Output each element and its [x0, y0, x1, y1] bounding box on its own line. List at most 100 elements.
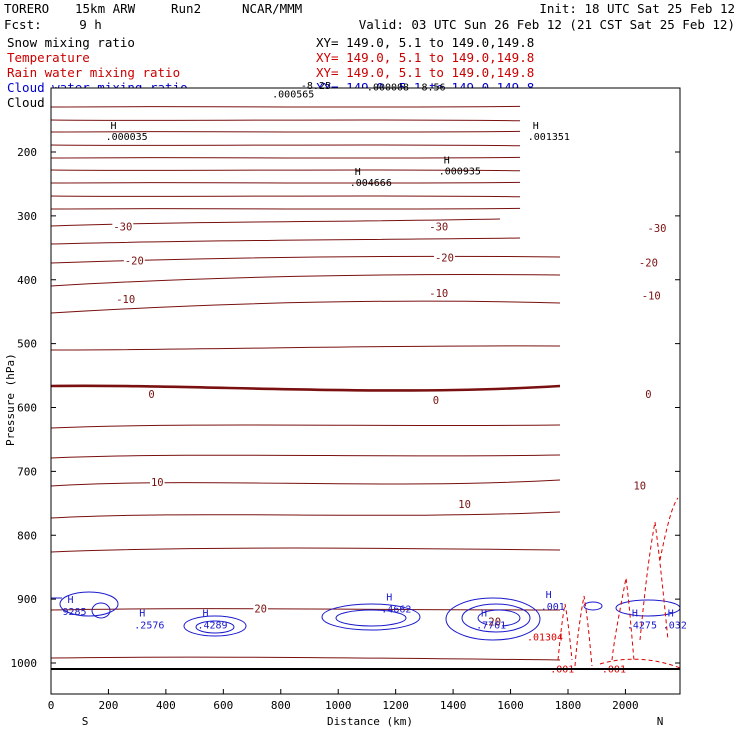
- isotherm-line: [50, 105, 521, 108]
- isotherm-label-mask: [112, 221, 134, 233]
- isotherm-label: -30: [429, 222, 448, 234]
- upper-max-label: .004666: [350, 178, 392, 189]
- valid-time-label: Valid: 03 UTC Sun 26 Feb 12 (21 CST Sat …: [359, 17, 735, 32]
- isotherm-label-mask: [115, 293, 137, 305]
- x-tick-label: 400: [156, 699, 176, 712]
- forecast-hour-label: Fcst: 9 h: [4, 17, 102, 32]
- isotherm-label-mask: [637, 257, 659, 269]
- isotherm-label-mask: [640, 290, 662, 302]
- cloud-water-contours: [51, 591, 681, 641]
- isotherm-label-mask: [646, 223, 668, 235]
- isotherm-line: [50, 511, 561, 519]
- isotherm-label: 0: [433, 395, 439, 407]
- isotherm-label-mask: [149, 477, 165, 489]
- isotherm-label: -20: [435, 252, 454, 264]
- legend-name: Snow mixing ratio: [7, 35, 135, 50]
- south-endpoint-label: S: [82, 715, 89, 728]
- x-axis-label: Distance (km): [327, 715, 413, 728]
- rain-water-contour: [574, 595, 593, 667]
- isotherm-label: 0: [148, 389, 154, 401]
- x-tick-label: 1600: [497, 699, 524, 712]
- upper-max-marker: H: [111, 121, 117, 132]
- cloud-water-contour: [91, 602, 111, 619]
- x-tick-label: 1200: [382, 699, 409, 712]
- rain-water-contour: [639, 521, 669, 641]
- isotherm-line: [50, 479, 561, 487]
- rain-water-contour: [557, 603, 573, 661]
- isotherm-label: -10: [116, 294, 135, 306]
- x-tick-label: 0: [48, 699, 55, 712]
- isotherm-label: 20: [254, 604, 267, 616]
- cloud-water-max-label: .032: [663, 620, 687, 631]
- isotherm-label-mask: [644, 389, 653, 401]
- init-label: Init: 18 UTC Sat 25 Feb 12: [539, 1, 735, 16]
- isotherm-line: [50, 345, 561, 351]
- x-tick-label: 200: [99, 699, 119, 712]
- rain-water-contour: [599, 658, 681, 669]
- isotherm-label: 0: [645, 389, 651, 401]
- isotherm-line: [50, 195, 521, 198]
- isotherm-label-mask: [434, 252, 455, 264]
- cloud-water-max-label: .7761: [476, 620, 506, 631]
- y-tick-label: 400: [17, 274, 37, 287]
- y-axis-label: Pressure (hPa): [4, 353, 17, 446]
- upper-max-label: .000035: [106, 132, 148, 143]
- isotherm-label: -20: [639, 258, 658, 270]
- y-tick-label: 700: [17, 465, 37, 478]
- cloud-max-marker: H: [546, 590, 552, 601]
- resolution-label: 15km ARW: [75, 1, 136, 16]
- x-tick-label: 1000: [325, 699, 352, 712]
- cloud-water-contour: [195, 620, 235, 634]
- x-tick-label: 1800: [555, 699, 582, 712]
- upper-max-marker: H: [533, 121, 539, 132]
- isotherm-line: [50, 181, 521, 184]
- x-tick-label: 1400: [440, 699, 467, 712]
- y-tick-label: 300: [17, 210, 37, 223]
- y-tick-label: 600: [17, 402, 37, 415]
- isotherm-label-mask: [253, 603, 268, 615]
- y-tick-label: 200: [17, 146, 37, 159]
- center-label: NCAR/MMM: [242, 1, 302, 16]
- figure-header: TORERO 15km ARW Run2 NCAR/MMM Init: 18 U…: [4, 1, 735, 32]
- legend-name: Rain water mixing ratio: [7, 65, 180, 80]
- isotherm-line: [50, 255, 561, 264]
- cloud-water-contour: [583, 601, 603, 611]
- cloud-max-marker: H: [632, 608, 638, 619]
- isotherm-label-mask: [457, 498, 472, 510]
- legend-range: XY= 149.0, 5.1 to 149.0,149.8: [316, 65, 534, 80]
- isotherm-label-mask: [632, 480, 648, 492]
- cloud-max-marker: H: [67, 595, 73, 606]
- isotherm-label-mask: [487, 616, 503, 628]
- y-tick-label: 900: [17, 593, 37, 606]
- north-endpoint-label: N: [657, 715, 664, 728]
- isotherm-line: [50, 207, 521, 210]
- isotherm-line: [50, 547, 561, 553]
- isotherm-line: [50, 454, 561, 459]
- cloud-water-max-label: .2576: [134, 620, 164, 631]
- isotherm-label: -20: [125, 256, 144, 268]
- y-tick-label: 800: [17, 529, 37, 542]
- isotherm-label-mask: [123, 255, 145, 267]
- cloud-water-max-label: .4275: [627, 620, 657, 631]
- axes: 0 200 400 600 800 1000 1200 1400 1600 1800 2000200…: [11, 146, 680, 712]
- isotherm-line: [50, 300, 561, 314]
- isotherm-label-mask: [428, 221, 450, 233]
- isotherm-line: [50, 130, 521, 133]
- isotherm-label: 20: [488, 616, 501, 628]
- x-tick-label: 600: [213, 699, 233, 712]
- legend-range: XY= 149.0, 5.1 to 149.0,149.8: [316, 50, 534, 65]
- isotherm-line: [50, 424, 561, 429]
- cloud-water-max-label: .4289: [197, 620, 227, 631]
- isotherm-line: [50, 656, 561, 661]
- temperature-isotherms: [50, 105, 561, 661]
- isotherm-line: [50, 384, 561, 392]
- cloud-max-marker: H: [139, 608, 145, 619]
- isotherm-label: 10: [151, 477, 164, 489]
- upper-max-label: .000935: [439, 166, 481, 177]
- upper-max-marker: H: [355, 167, 361, 178]
- run-label: Run2: [171, 1, 201, 16]
- isotherm-label-mask: [431, 394, 441, 406]
- isotherm-label: -30: [648, 223, 667, 235]
